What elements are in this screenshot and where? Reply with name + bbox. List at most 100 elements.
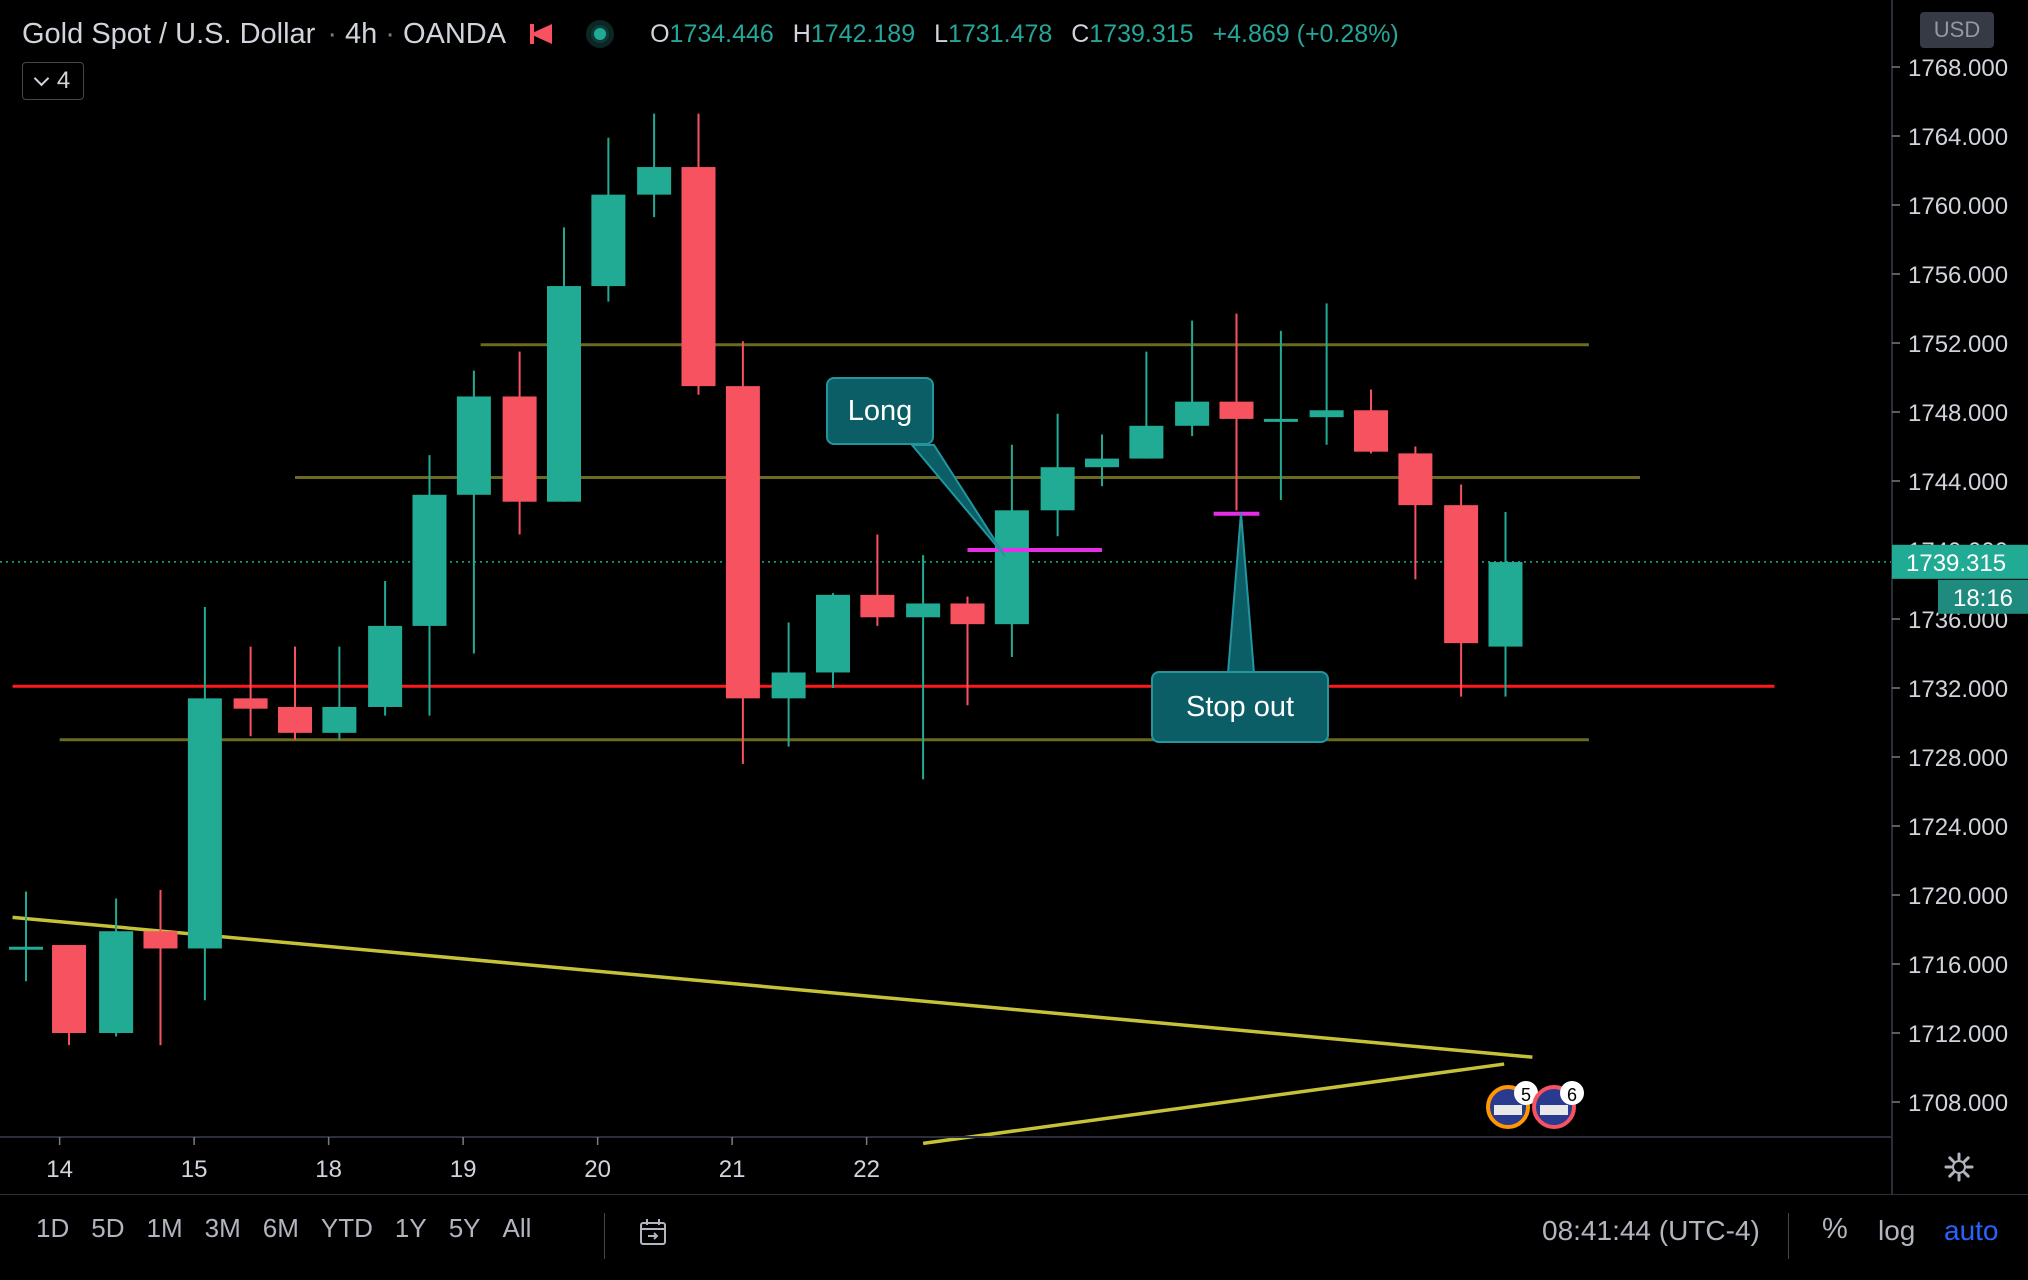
candle-4[interactable] xyxy=(187,606,222,1001)
candle-33[interactable] xyxy=(1488,512,1523,697)
candle-body xyxy=(1354,410,1388,452)
candle-21[interactable] xyxy=(950,596,985,706)
candle-30[interactable] xyxy=(1354,389,1388,454)
candle-23[interactable] xyxy=(1040,413,1075,537)
candle-body xyxy=(1040,467,1075,511)
candle-body xyxy=(368,625,403,707)
candle-body xyxy=(322,706,357,733)
range-3m[interactable]: 3M xyxy=(204,1213,241,1243)
range-selector: 1D 5D 1M 3M 6M YTD 1Y 5Y All xyxy=(36,1213,553,1244)
broker: OANDA xyxy=(402,17,507,50)
range-1y[interactable]: 1Y xyxy=(394,1213,427,1243)
candle-26[interactable] xyxy=(1175,320,1210,437)
interval[interactable]: 4h xyxy=(345,17,378,50)
candle-3[interactable] xyxy=(143,889,178,1046)
time-tick-label: 18 xyxy=(315,1156,342,1183)
time-tick-label: 15 xyxy=(181,1156,208,1183)
price-tick-label: 1752.000 xyxy=(1908,331,2008,358)
candle-0[interactable] xyxy=(9,891,43,982)
price-tick-label: 1724.000 xyxy=(1908,814,2008,841)
stop-out-annotation[interactable]: Stop out xyxy=(1151,671,1329,743)
auto-scale-toggle[interactable]: auto xyxy=(1944,1215,1999,1246)
candle-29[interactable] xyxy=(1309,303,1344,445)
range-5y[interactable]: 5Y xyxy=(448,1213,481,1243)
candle-9[interactable] xyxy=(412,455,447,716)
candle-body xyxy=(725,386,760,699)
candle-body xyxy=(187,698,222,949)
candle-8[interactable] xyxy=(368,581,403,716)
range-1m[interactable]: 1M xyxy=(146,1213,183,1243)
candle-24[interactable] xyxy=(1085,434,1119,487)
toolbar-divider xyxy=(1788,1213,1789,1259)
candle-body xyxy=(52,945,87,1033)
symbol-name[interactable]: Gold Spot / U.S. Dollar xyxy=(22,17,316,50)
time-tick-label: 20 xyxy=(584,1156,611,1183)
chevron-down-icon xyxy=(33,70,50,86)
candle-body xyxy=(1085,458,1119,468)
flag-icon[interactable] xyxy=(530,24,552,44)
settings-gear-icon[interactable] xyxy=(1944,1152,1974,1182)
trade-markers xyxy=(909,444,1260,674)
trendline-0[interactable] xyxy=(12,915,1533,1059)
candle-body xyxy=(1175,401,1210,426)
indicators-collapse-button[interactable]: 4 xyxy=(22,62,84,100)
candle-7[interactable] xyxy=(322,646,357,740)
candle-11[interactable] xyxy=(502,351,537,535)
trendlines xyxy=(12,915,1533,1146)
range-1d[interactable]: 1D xyxy=(36,1213,70,1243)
range-ytd[interactable]: YTD xyxy=(320,1213,373,1243)
bottom-toolbar: 1D 5D 1M 3M 6M YTD 1Y 5Y All 08:41:44 (U… xyxy=(0,1194,2028,1280)
candle-6[interactable] xyxy=(278,646,312,740)
open-value: 1734.446 xyxy=(669,19,774,48)
session-clock[interactable]: 08:41:44 (UTC-4) xyxy=(1542,1215,1760,1246)
flag-stripes xyxy=(1494,1105,1522,1115)
candle-10[interactable] xyxy=(456,370,491,654)
economic-event-badge-0[interactable]: 5 xyxy=(1486,1081,1538,1129)
candle-14[interactable] xyxy=(637,113,672,218)
long-annotation[interactable]: Long xyxy=(826,377,934,445)
currency-badge[interactable]: USD xyxy=(1920,12,1994,48)
time-axis: 14 15 18 19 20 21 22 xyxy=(46,1137,880,1183)
range-all[interactable]: All xyxy=(502,1213,532,1243)
low-label: L xyxy=(934,19,948,48)
range-5d[interactable]: 5D xyxy=(91,1213,125,1243)
candle-31[interactable] xyxy=(1398,446,1433,580)
range-6m[interactable]: 6M xyxy=(262,1213,299,1243)
time-tick-label: 21 xyxy=(719,1156,746,1183)
close-label: C xyxy=(1071,19,1090,48)
price-tick-label: 1728.000 xyxy=(1908,745,2008,772)
candlestick-chart[interactable]: 1708.000 1712.000 1716.000 1720.000 1724.000… xyxy=(0,0,2028,1194)
high-label: H xyxy=(792,19,811,48)
candle-2[interactable] xyxy=(99,898,134,1037)
separator-dot: · xyxy=(385,17,395,50)
candle-5[interactable] xyxy=(233,646,268,737)
candle-body xyxy=(860,594,895,618)
candle-body xyxy=(950,603,985,625)
candle-body xyxy=(771,672,806,699)
percent-scale-toggle[interactable]: % xyxy=(1822,1213,1848,1245)
candle-15[interactable] xyxy=(681,113,716,395)
candle-body xyxy=(1309,410,1344,418)
candle-18[interactable] xyxy=(816,593,850,688)
candle-19[interactable] xyxy=(860,534,895,626)
candle-28[interactable] xyxy=(1263,330,1298,500)
calendar-goto-icon[interactable] xyxy=(638,1217,668,1247)
trendline-1[interactable] xyxy=(922,1062,1505,1146)
log-scale-toggle[interactable]: log xyxy=(1878,1215,1916,1246)
time-tick-label: 19 xyxy=(450,1156,477,1183)
candle-32[interactable] xyxy=(1444,484,1479,697)
candle-body xyxy=(1219,401,1254,419)
candle-12[interactable] xyxy=(547,227,581,502)
candle-16[interactable] xyxy=(725,341,760,764)
candle-body xyxy=(637,167,672,195)
candle-17[interactable] xyxy=(771,622,806,747)
separator-dot: · xyxy=(327,17,338,50)
candle-27[interactable] xyxy=(1219,313,1254,511)
economic-event-badge-1[interactable]: 6 xyxy=(1532,1081,1584,1129)
candle-1[interactable] xyxy=(52,945,87,1046)
candle-25[interactable] xyxy=(1129,351,1164,459)
market-status-icon[interactable] xyxy=(586,20,615,48)
candle-20[interactable] xyxy=(906,555,941,780)
candle-13[interactable] xyxy=(591,137,626,302)
